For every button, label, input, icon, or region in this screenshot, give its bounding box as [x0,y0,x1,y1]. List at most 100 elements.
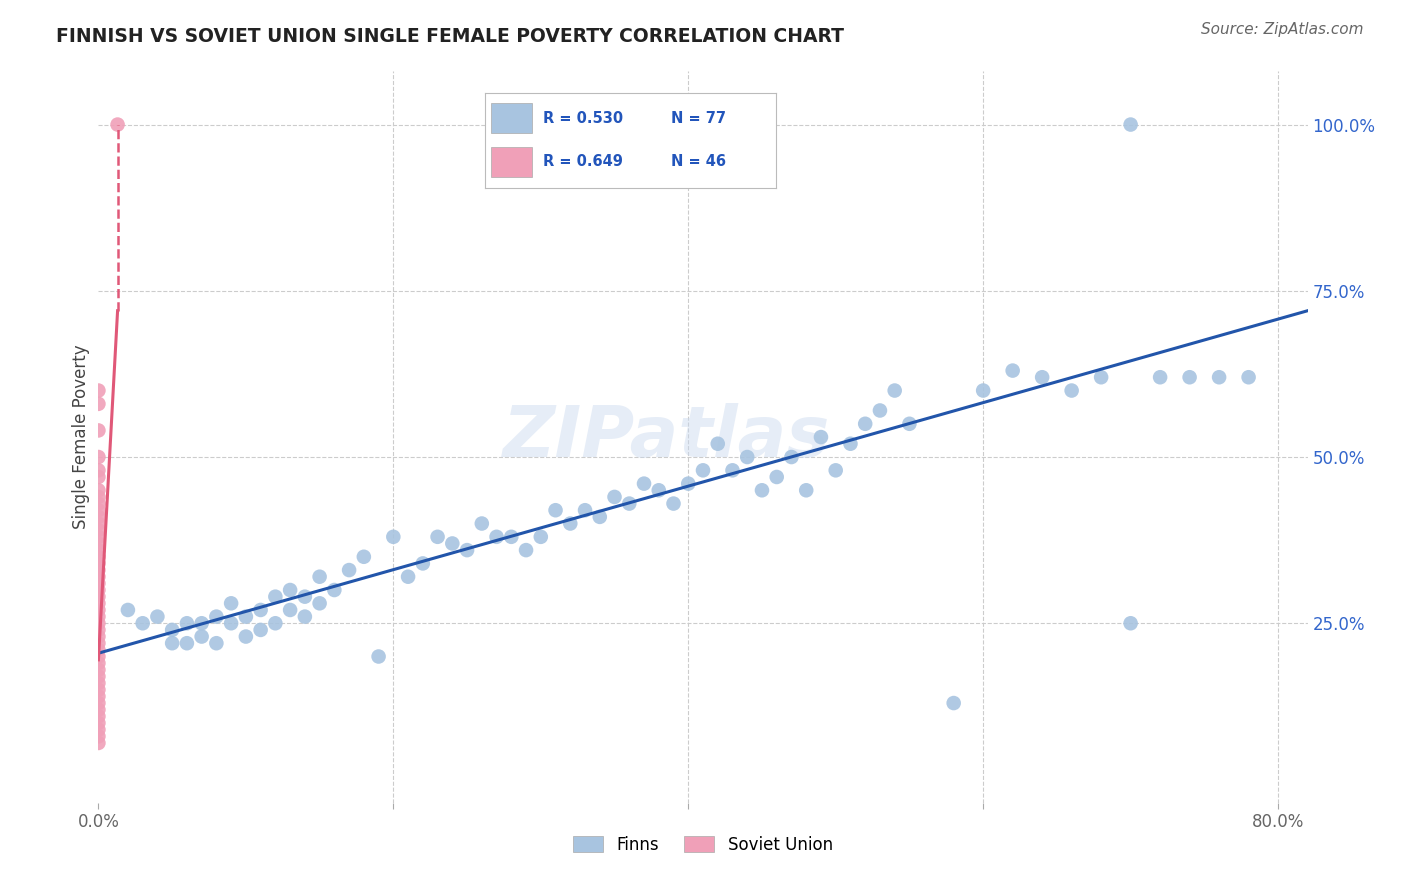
Point [619,497,641,511]
Point [869,403,891,417]
Point [323,582,346,597]
Point [1208,370,1230,384]
Point [735,450,758,464]
Point [382,530,405,544]
Point [765,470,787,484]
Point [839,436,862,450]
Point [264,616,287,631]
Point [87,682,110,697]
Point [87,596,110,610]
Point [471,516,494,531]
Point [249,623,271,637]
Point [972,384,994,398]
Point [942,696,965,710]
Point [412,557,434,571]
Point [87,676,110,690]
Point [574,503,596,517]
Point [810,430,832,444]
Point [706,436,728,450]
Point [87,643,110,657]
Point [456,543,478,558]
Point [205,609,228,624]
Point [264,590,287,604]
Y-axis label: Single Female Poverty: Single Female Poverty [72,345,90,529]
Point [678,476,700,491]
Point [485,530,508,544]
Point [337,563,360,577]
Point [544,503,567,517]
Point [1178,370,1201,384]
Point [87,516,110,531]
Point [87,669,110,683]
Point [87,490,110,504]
Point [426,530,449,544]
Point [87,424,110,438]
Point [560,516,582,531]
Point [87,663,110,677]
Point [1031,370,1053,384]
Legend: Finns, Soviet Union: Finns, Soviet Union [567,829,839,860]
Point [898,417,921,431]
Point [87,703,110,717]
Point [648,483,671,498]
Point [87,690,110,704]
Point [1090,370,1112,384]
Point [692,463,714,477]
Point [87,536,110,550]
Point [87,723,110,737]
Point [441,536,464,550]
Point [515,543,537,558]
Point [87,609,110,624]
Point [87,543,110,558]
Point [1001,363,1024,377]
Point [353,549,375,564]
Point [87,523,110,537]
Point [249,603,271,617]
Point [219,616,242,631]
Point [87,470,110,484]
Point [87,729,110,743]
Point [308,570,330,584]
Point [87,563,110,577]
Point [603,490,626,504]
Point [633,476,655,491]
Point [176,636,198,650]
Point [87,397,110,411]
Point [87,736,110,750]
Point [87,450,110,464]
Point [278,603,301,617]
Point [87,616,110,631]
Point [160,636,183,650]
Point [87,384,110,398]
Point [190,630,212,644]
Point [131,616,153,631]
Point [794,483,817,498]
Point [824,463,846,477]
Point [87,463,110,477]
Point [87,623,110,637]
Point [235,609,257,624]
Point [87,509,110,524]
Point [87,549,110,564]
Point [87,636,110,650]
Point [1149,370,1171,384]
Point [308,596,330,610]
Point [87,630,110,644]
Text: ZIPatlas: ZIPatlas [503,402,831,472]
Point [883,384,905,398]
Point [205,636,228,650]
Point [662,497,685,511]
Point [589,509,612,524]
Point [396,570,419,584]
Point [87,649,110,664]
Point [1119,616,1142,631]
Point [87,696,110,710]
Text: FINNISH VS SOVIET UNION SINGLE FEMALE POVERTY CORRELATION CHART: FINNISH VS SOVIET UNION SINGLE FEMALE PO… [56,27,844,45]
Point [87,570,110,584]
Point [1060,384,1083,398]
Point [367,649,389,664]
Point [235,630,257,644]
Point [780,450,803,464]
Point [530,530,553,544]
Point [87,576,110,591]
